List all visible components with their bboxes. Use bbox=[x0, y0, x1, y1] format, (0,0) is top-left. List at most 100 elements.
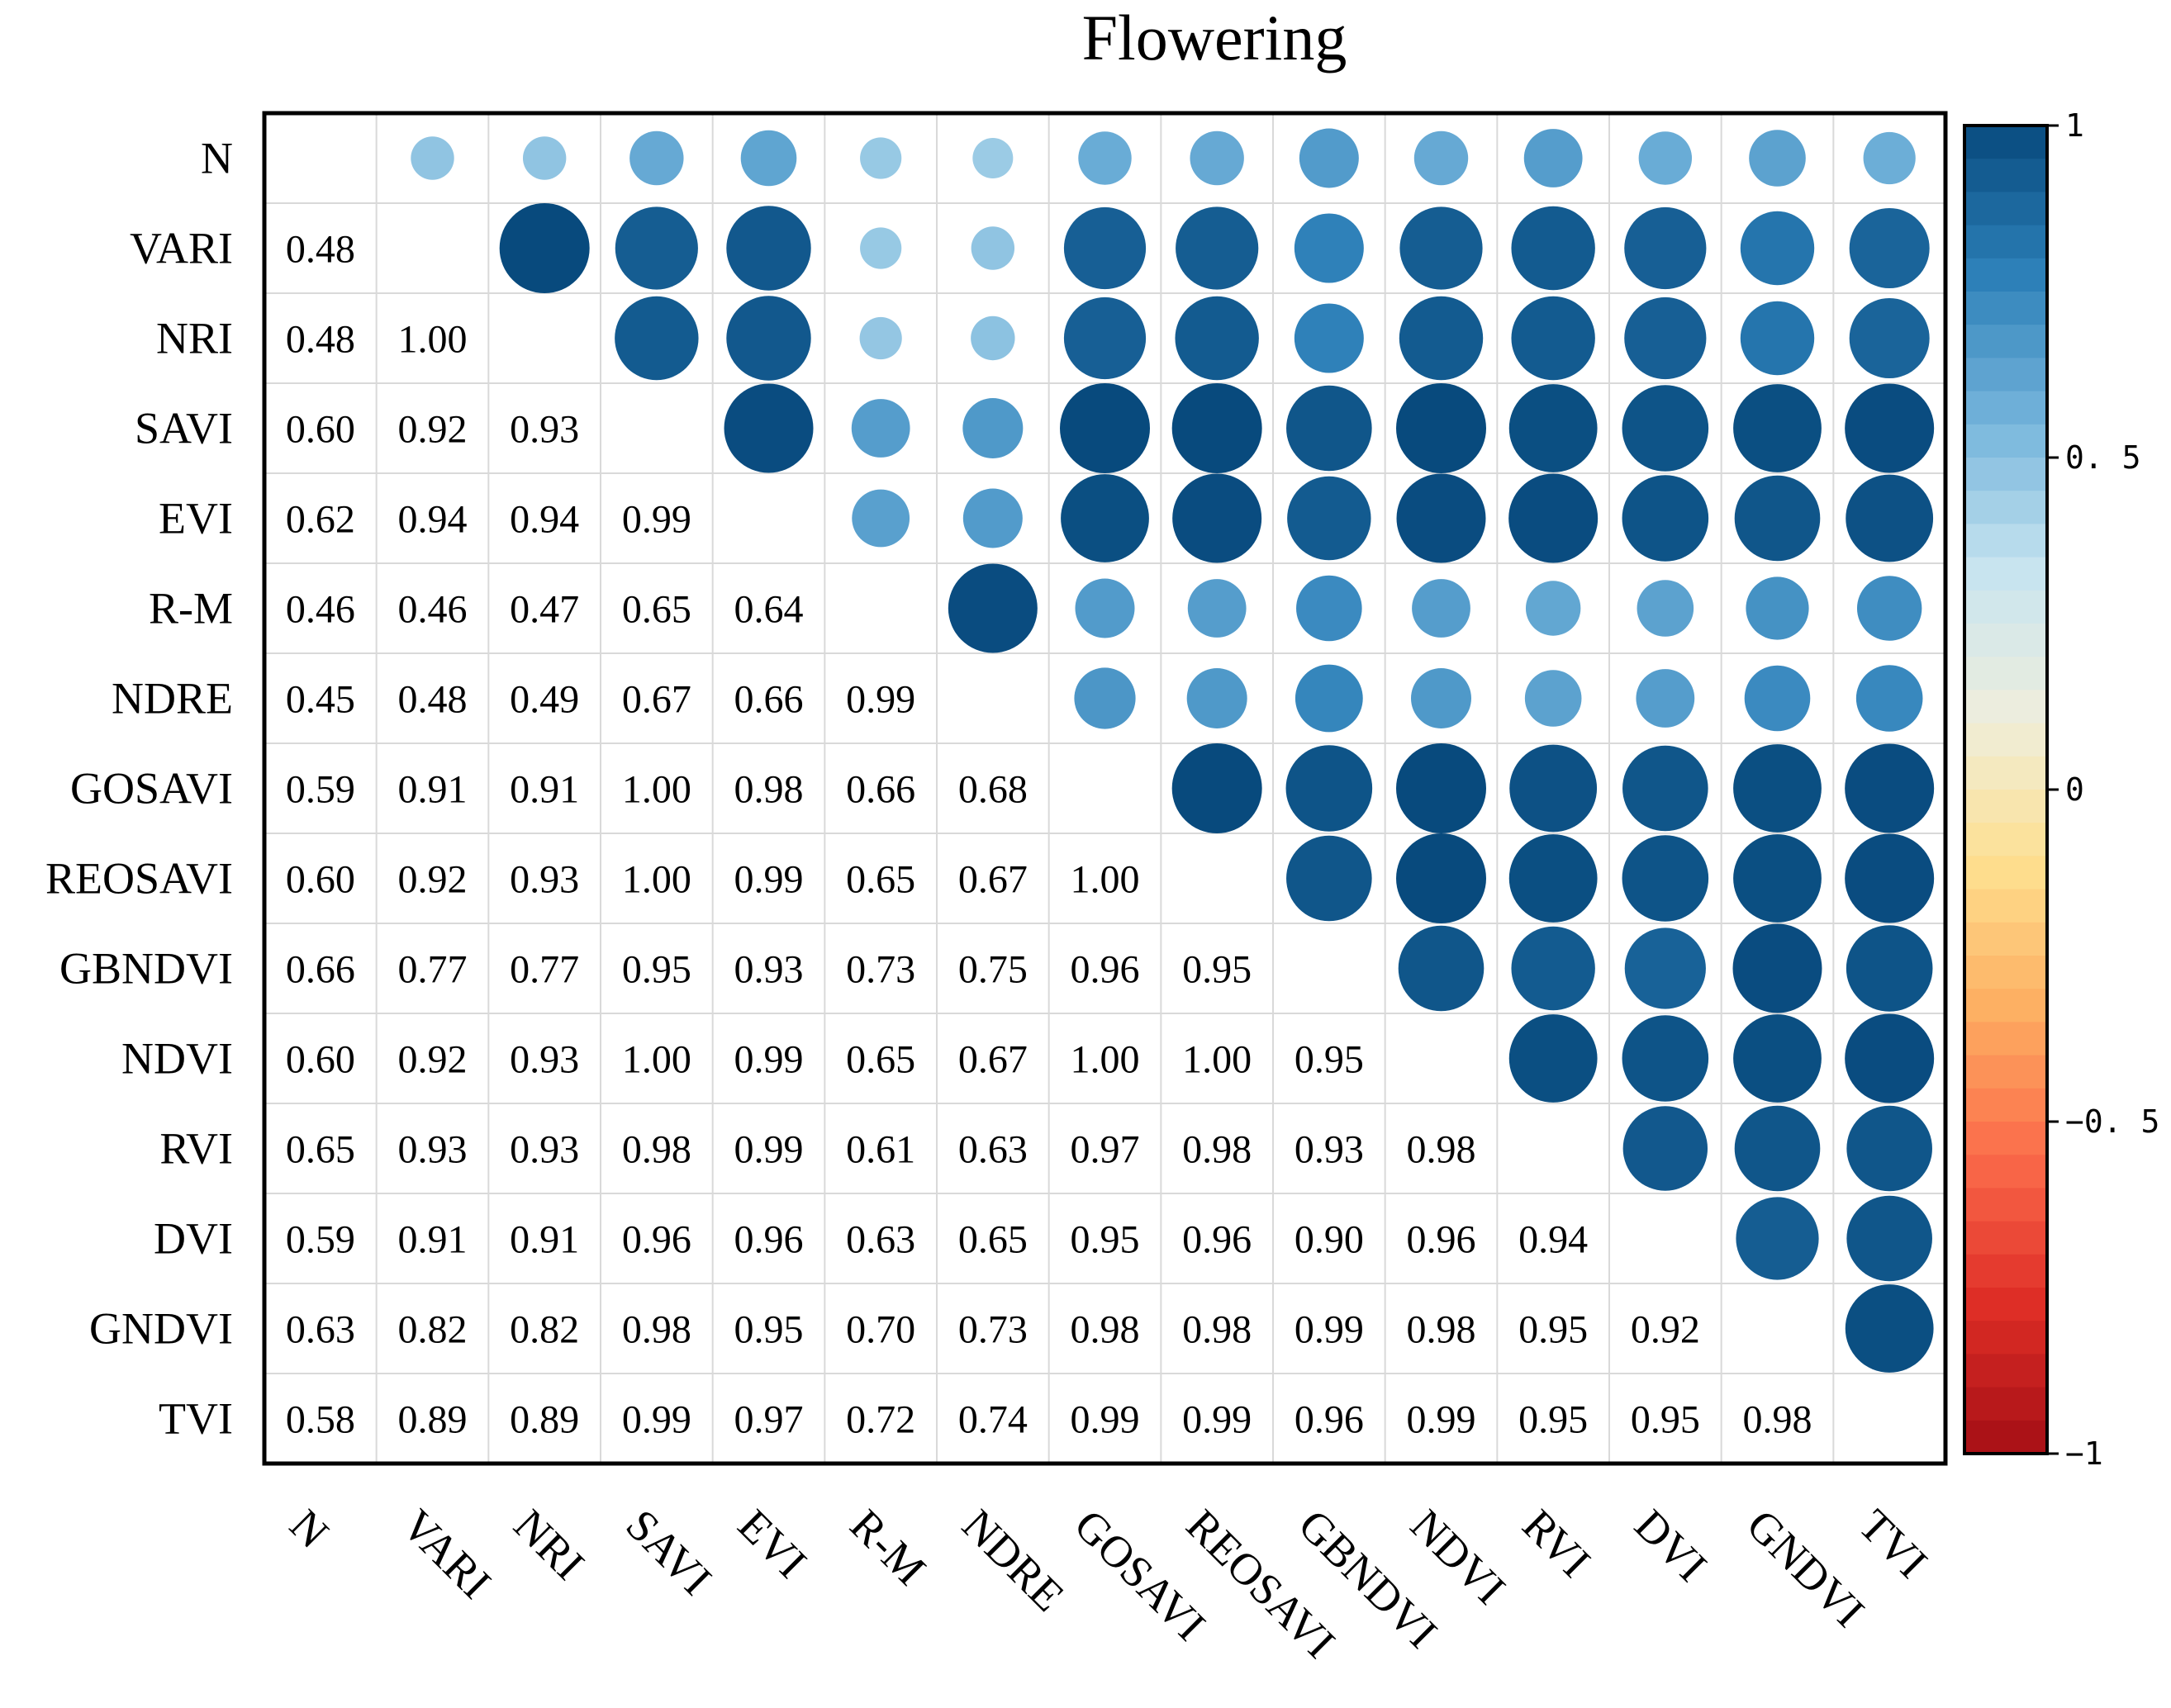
column-label: GNDVI bbox=[1737, 1500, 1874, 1636]
colorbar-segment bbox=[1964, 1288, 2047, 1322]
correlation-value: 1.00 bbox=[1071, 858, 1140, 902]
correlation-value: 0.48 bbox=[286, 318, 355, 362]
correlation-value: 0.93 bbox=[510, 1038, 579, 1082]
correlation-value: 0.93 bbox=[510, 1128, 579, 1172]
correlation-value: 0.93 bbox=[398, 1128, 468, 1172]
colorbar-segment bbox=[1964, 391, 2047, 425]
colorbar-segment bbox=[1964, 956, 2047, 990]
colorbar-segment bbox=[1964, 424, 2047, 458]
correlation-value: 0.99 bbox=[1182, 1398, 1252, 1442]
correlation-circle bbox=[726, 206, 811, 291]
colorbar-segment bbox=[1964, 557, 2047, 591]
correlation-circle bbox=[1622, 1106, 1708, 1191]
correlation-value: 0.99 bbox=[734, 858, 804, 902]
correlation-value: 0.65 bbox=[846, 858, 915, 902]
column-label: NDRE bbox=[952, 1500, 1073, 1620]
row-label: SAVI bbox=[135, 404, 233, 453]
row-label: R-M bbox=[149, 584, 233, 633]
correlation-circle bbox=[1075, 578, 1135, 638]
correlation-value: 0.48 bbox=[398, 678, 468, 722]
correlation-value: 0.62 bbox=[286, 498, 355, 542]
colorbar-segment bbox=[1964, 1321, 2047, 1355]
correlation-value: 0.95 bbox=[1182, 948, 1252, 992]
correlation-circle bbox=[1734, 475, 1821, 562]
correlation-circle bbox=[1063, 297, 1147, 380]
correlation-value: 0.96 bbox=[1407, 1218, 1476, 1262]
correlation-circle bbox=[1845, 1284, 1934, 1373]
correlation-circle bbox=[1296, 575, 1362, 642]
correlation-circle bbox=[1508, 1014, 1598, 1103]
colorbar-segment bbox=[1964, 790, 2047, 824]
correlation-circle bbox=[499, 203, 590, 293]
correlation-circle bbox=[1845, 743, 1935, 833]
colorbar-segment bbox=[1964, 159, 2047, 193]
correlation-circle bbox=[1733, 1014, 1822, 1103]
colorbar-segment bbox=[1964, 1088, 2047, 1122]
correlation-value: 0.99 bbox=[734, 1128, 804, 1172]
correlation-circle bbox=[1285, 745, 1373, 832]
correlation-circle bbox=[726, 296, 811, 381]
correlation-value: 0.65 bbox=[622, 588, 691, 632]
row-label: DVI bbox=[154, 1214, 233, 1264]
correlation-value: 0.95 bbox=[1295, 1038, 1364, 1082]
row-label: REOSAVI bbox=[45, 854, 233, 904]
correlation-value: 1.00 bbox=[1182, 1038, 1252, 1082]
colorbar-tick-label: −0. 5 bbox=[2065, 1103, 2159, 1140]
correlation-value: 0.67 bbox=[622, 678, 691, 722]
correlation-circle bbox=[1176, 206, 1259, 290]
correlation-circle bbox=[1622, 475, 1709, 562]
correlation-circle bbox=[1624, 297, 1707, 380]
correlation-circle bbox=[1172, 473, 1262, 563]
correlation-circle bbox=[1622, 835, 1709, 922]
colorbar-segment bbox=[1964, 1055, 2047, 1089]
correlation-circle bbox=[1624, 206, 1707, 290]
correlation-value: 0.98 bbox=[622, 1308, 691, 1352]
grid-lines bbox=[264, 113, 1945, 1464]
colorbar-segment bbox=[1964, 756, 2047, 790]
correlation-circle bbox=[1286, 385, 1372, 472]
colorbar-tick-label: 0. 5 bbox=[2065, 439, 2141, 476]
correlation-circle bbox=[962, 488, 1023, 548]
correlation-value: 0.94 bbox=[398, 498, 468, 542]
correlation-circle bbox=[1396, 473, 1486, 563]
correlation-value: 0.59 bbox=[286, 768, 355, 812]
correlation-value: 0.82 bbox=[398, 1308, 468, 1352]
correlation-circle bbox=[1846, 474, 1934, 562]
correlation-circle bbox=[1846, 1105, 1932, 1192]
correlation-circle bbox=[615, 296, 699, 381]
correlation-value: 0.93 bbox=[510, 408, 579, 452]
correlation-value: 0.99 bbox=[622, 498, 691, 542]
correlation-value: 0.45 bbox=[286, 678, 355, 722]
correlation-circle bbox=[1749, 130, 1806, 187]
correlation-value: 0.72 bbox=[846, 1398, 915, 1442]
row-label: TVI bbox=[159, 1394, 233, 1444]
correlation-value: 0.63 bbox=[958, 1128, 1028, 1172]
colorbar-segment bbox=[1964, 1022, 2047, 1056]
correlation-circle bbox=[1846, 925, 1933, 1012]
correlation-circle bbox=[948, 563, 1038, 653]
correlation-circle bbox=[1286, 835, 1372, 922]
correlation-value: 0.98 bbox=[1182, 1308, 1252, 1352]
colorbar-segment bbox=[1964, 491, 2047, 525]
row-label: N bbox=[201, 134, 233, 183]
correlation-circle bbox=[1511, 206, 1595, 291]
colorbar-segment bbox=[1964, 1122, 2047, 1156]
correlation-value: 0.95 bbox=[1631, 1398, 1700, 1442]
correlation-value: 0.68 bbox=[958, 768, 1028, 812]
correlation-circle bbox=[1287, 476, 1371, 561]
correlation-value: 0.93 bbox=[1295, 1128, 1364, 1172]
row-label: RVI bbox=[159, 1124, 233, 1174]
correlation-circle bbox=[740, 130, 797, 187]
row-label: NDVI bbox=[121, 1034, 233, 1084]
correlation-circle bbox=[860, 227, 902, 269]
correlation-circle bbox=[1855, 665, 1923, 732]
column-label: SAVI bbox=[616, 1500, 721, 1605]
correlation-value: 0.95 bbox=[1071, 1218, 1140, 1262]
row-label: NDRE bbox=[112, 674, 233, 724]
correlation-circle bbox=[1733, 384, 1822, 472]
correlation-circle bbox=[1845, 383, 1935, 473]
correlation-circle bbox=[1399, 206, 1483, 290]
correlation-circle bbox=[1846, 1195, 1932, 1282]
correlation-circle bbox=[1295, 664, 1363, 733]
correlation-value: 1.00 bbox=[622, 768, 691, 812]
